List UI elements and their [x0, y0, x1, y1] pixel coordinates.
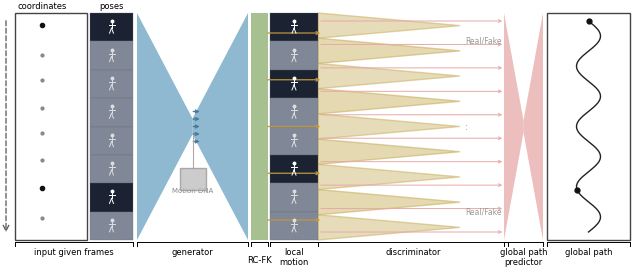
Text: :: : — [465, 121, 468, 131]
Text: poses: poses — [99, 2, 124, 11]
Polygon shape — [524, 13, 543, 240]
Polygon shape — [318, 164, 460, 189]
Text: global path
predictor: global path predictor — [500, 248, 547, 267]
Polygon shape — [318, 215, 460, 240]
Bar — [547, 13, 630, 240]
Bar — [90, 41, 133, 70]
Bar — [270, 41, 318, 70]
Text: discriminator: discriminator — [385, 248, 441, 257]
Bar — [90, 155, 133, 183]
Polygon shape — [318, 89, 460, 114]
Bar — [15, 13, 87, 240]
Text: coordinates: coordinates — [17, 2, 67, 11]
Text: RC-FK: RC-FK — [247, 256, 272, 265]
Polygon shape — [318, 189, 460, 215]
Polygon shape — [318, 114, 460, 139]
Text: generator: generator — [172, 248, 213, 257]
Polygon shape — [318, 139, 460, 164]
Polygon shape — [318, 38, 460, 63]
Polygon shape — [318, 63, 460, 89]
Text: input given frames: input given frames — [34, 248, 114, 257]
Text: global path: global path — [564, 248, 612, 257]
Bar — [251, 13, 268, 240]
Bar — [90, 126, 133, 155]
Bar — [90, 13, 133, 41]
Text: local
motion: local motion — [279, 248, 308, 267]
Bar — [270, 155, 318, 183]
Polygon shape — [318, 13, 460, 38]
FancyBboxPatch shape — [179, 168, 205, 190]
Polygon shape — [137, 13, 193, 240]
Bar — [90, 183, 133, 212]
Bar — [270, 212, 318, 240]
Bar — [270, 98, 318, 126]
Text: Real/Fake: Real/Fake — [465, 208, 502, 217]
Text: Motion DNA: Motion DNA — [172, 188, 213, 194]
Polygon shape — [504, 13, 524, 240]
Polygon shape — [193, 13, 248, 240]
Bar — [270, 126, 318, 155]
Bar — [90, 212, 133, 240]
Bar — [90, 70, 133, 98]
Bar — [270, 13, 318, 41]
Bar — [270, 183, 318, 212]
Bar — [90, 98, 133, 126]
Bar — [270, 70, 318, 98]
Text: Real/Fake: Real/Fake — [465, 37, 502, 45]
